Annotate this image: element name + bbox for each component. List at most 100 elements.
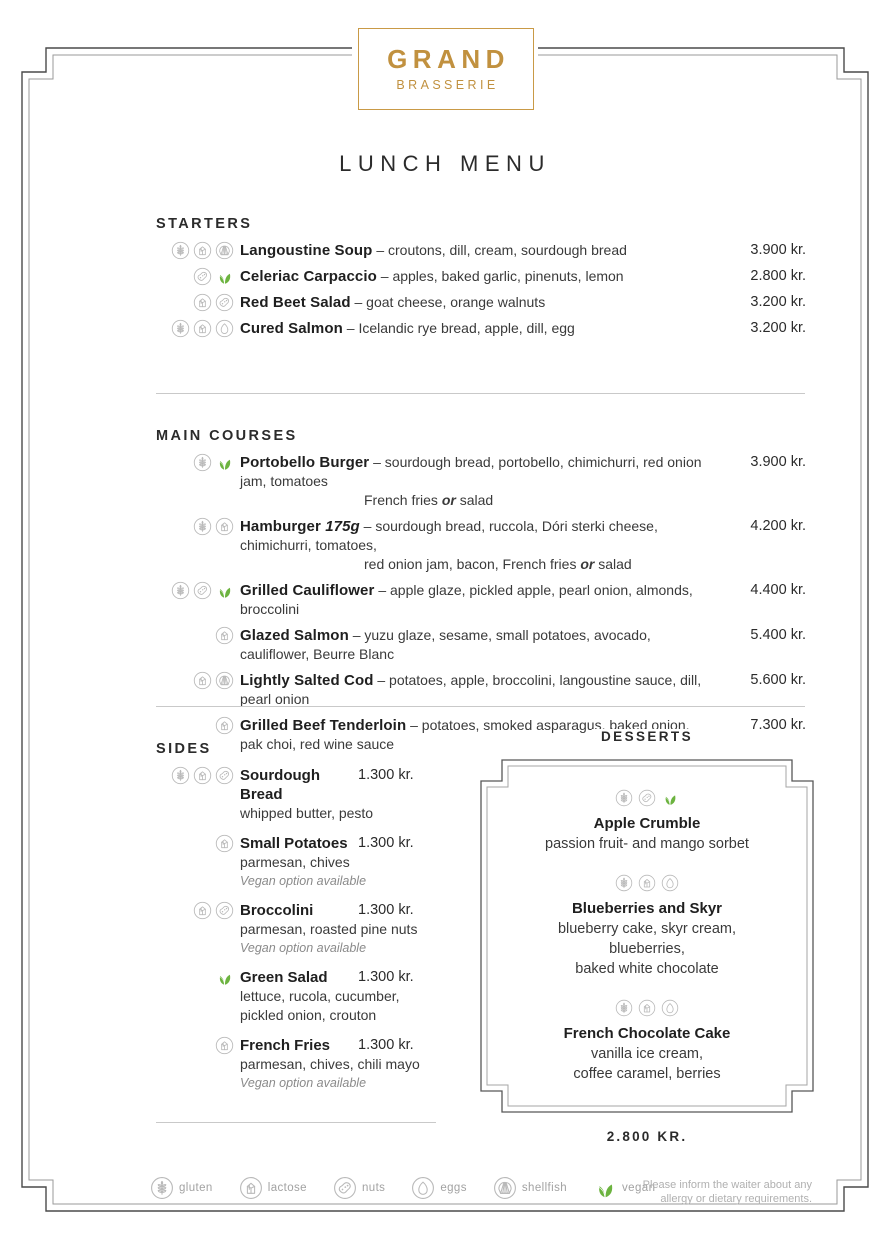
menu-item-price: 5.400 kr. bbox=[750, 627, 806, 643]
side-item-row[interactable]: Small Potatoes 1.300 kr. parmesan, chives V… bbox=[156, 834, 436, 890]
menu-item-row[interactable]: Glazed Salmon – yuzu glaze, sesame, smal… bbox=[156, 626, 806, 664]
allergen-icon-group bbox=[156, 901, 234, 920]
dessert-item[interactable]: Apple Crumble passion fruit- and mango so… bbox=[545, 789, 749, 854]
dessert-sub: blueberry cake, skyr cream, bbox=[557, 920, 737, 937]
desserts-heading: DESSERTS bbox=[478, 729, 816, 744]
legend-label: lactose bbox=[267, 1182, 307, 1194]
menu-item-row[interactable]: Grilled Beef Tenderloin – potatoes, smok… bbox=[156, 716, 806, 754]
gluten-icon bbox=[171, 766, 190, 785]
side-item-body: Small Potatoes 1.300 kr. parmesan, chives V… bbox=[234, 834, 436, 890]
lactose-icon bbox=[215, 1036, 234, 1055]
desserts-price: 2.800 KR. bbox=[478, 1129, 816, 1144]
side-item-row[interactable]: Green Salad 1.300 kr. lettuce, rucola, cuc… bbox=[156, 968, 436, 1025]
menu-item-name: Hamburger 175g bbox=[240, 518, 360, 535]
menu-item-row[interactable]: Cured Salmon – Icelandic rye bread, appl… bbox=[156, 319, 806, 338]
gluten-icon bbox=[171, 581, 190, 600]
dessert-item[interactable]: Blueberries and Skyr blueberry cake, skyr… bbox=[558, 874, 736, 979]
section-sides: SIDES Sourdough Bread 1.300 kr. whipped bu… bbox=[156, 741, 436, 1103]
side-item-price: 1.300 kr. bbox=[358, 902, 414, 918]
side-item-sub: whipped butter, pesto bbox=[240, 805, 374, 821]
menu-item-title-line: Celeriac Carpaccio – apples, baked garli… bbox=[240, 267, 714, 286]
allergen-icon-group bbox=[156, 834, 234, 853]
section-heading-starters: STARTERS bbox=[156, 216, 253, 232]
menu-item-name: Langoustine Soup bbox=[240, 242, 373, 259]
allergen-icon-group bbox=[558, 874, 736, 892]
gluten-icon bbox=[171, 241, 190, 260]
menu-item-row[interactable]: Grilled Cauliflower – apple glaze, pickl… bbox=[156, 581, 806, 619]
menu-item-title-line: Cured Salmon – Icelandic rye bread, appl… bbox=[240, 319, 714, 338]
nuts-icon bbox=[193, 267, 212, 286]
desserts-frame-svg bbox=[480, 759, 814, 1113]
gluten-icon bbox=[615, 999, 633, 1016]
lactose-icon bbox=[215, 626, 234, 645]
menu-item-price: 3.900 kr. bbox=[750, 242, 806, 258]
nuts-icon bbox=[193, 581, 212, 600]
legend-item: shellfish bbox=[493, 1176, 567, 1200]
side-item-sub2: pickled onion, crouton bbox=[240, 1007, 377, 1023]
menu-item-description: – apples, baked garlic, pinenuts, lemon bbox=[376, 268, 624, 284]
side-item-row[interactable]: Sourdough Bread 1.300 kr. whipped butter, … bbox=[156, 766, 436, 823]
menu-item-title-line: Red Beet Salad – goat cheese, orange wal… bbox=[240, 293, 714, 312]
side-item-price: 1.300 kr. bbox=[358, 1037, 414, 1053]
menu-item-description: – apple glaze, pickled apple, pearl onio… bbox=[240, 582, 693, 617]
menu-item-title-line: Hamburger 175g – sourdough bread, ruccol… bbox=[240, 517, 714, 555]
menu-item-price: 4.200 kr. bbox=[750, 518, 806, 534]
divider-starters bbox=[156, 393, 805, 394]
menu-item-row[interactable]: Lightly Salted Cod – potatoes, apple, br… bbox=[156, 671, 806, 709]
side-item-price: 1.300 kr. bbox=[358, 969, 414, 985]
menu-item-description: – yuzu glaze, sesame, small potatoes, av… bbox=[240, 627, 651, 662]
menu-item-price: 3.200 kr. bbox=[750, 294, 806, 310]
side-item-sub: lettuce, rucola, cucumber, bbox=[240, 988, 400, 1004]
side-item-name: Small Potatoes bbox=[240, 835, 348, 852]
side-item-body: Sourdough Bread 1.300 kr. whipped butter, … bbox=[234, 766, 436, 823]
dessert-name: Blueberries and Skyr bbox=[571, 899, 723, 917]
vegan-icon bbox=[219, 273, 231, 284]
nuts-icon bbox=[334, 1177, 356, 1199]
lactose-icon bbox=[215, 716, 234, 735]
side-item-vegan-note: Vegan option available bbox=[240, 874, 367, 888]
menu-item-row[interactable]: Red Beet Salad – goat cheese, orange wal… bbox=[156, 293, 806, 312]
dessert-name: French Chocolate Cake bbox=[563, 1024, 731, 1042]
menu-item-name: Cured Salmon bbox=[240, 320, 343, 337]
shellfish-icon bbox=[493, 1177, 516, 1199]
dessert-item[interactable]: French Chocolate Cake vanilla ice cream, c… bbox=[563, 999, 731, 1084]
menu-item-title-line: Portobello Burger – sourdough bread, por… bbox=[240, 453, 714, 491]
side-item-head: Green Salad 1.300 kr. bbox=[240, 968, 436, 987]
menu-item-row[interactable]: Portobello Burger – sourdough bread, por… bbox=[156, 453, 806, 510]
gluten-icon bbox=[193, 517, 212, 536]
allergen-icon-group bbox=[156, 716, 234, 735]
section-starters: STARTERS Langoustine Soup – croutons, di… bbox=[156, 216, 806, 345]
dessert-sub: baked white chocolate bbox=[575, 960, 719, 977]
eggs-icon bbox=[661, 999, 679, 1016]
legend-item: nuts bbox=[333, 1176, 385, 1200]
brand-logo: GRAND BRASSERIE bbox=[358, 28, 534, 110]
starters-list: Langoustine Soup – croutons, dill, cream… bbox=[156, 241, 806, 338]
menu-item-body: Cured Salmon – Icelandic rye bread, appl… bbox=[234, 319, 714, 338]
menu-item-name: Red Beet Salad bbox=[240, 294, 351, 311]
nuts-icon bbox=[638, 789, 656, 806]
menu-item-row[interactable]: Hamburger 175g – sourdough bread, ruccol… bbox=[156, 517, 806, 574]
brand-name-primary: GRAND bbox=[387, 44, 510, 75]
side-item-row[interactable]: Broccolini 1.300 kr. parmesan, roasted pin… bbox=[156, 901, 436, 957]
side-item-row[interactable]: French Fries 1.300 kr. parmesan, chives, c… bbox=[156, 1036, 436, 1092]
side-item-name: French Fries bbox=[240, 1037, 331, 1054]
allergy-note-line2: allergy or dietary requirements. bbox=[660, 1193, 812, 1205]
legend-item: vegan bbox=[593, 1176, 655, 1200]
menu-item-price: 3.900 kr. bbox=[750, 454, 806, 470]
vegan-icon bbox=[219, 587, 231, 598]
eggs-icon bbox=[215, 319, 234, 338]
vegan-icon bbox=[665, 794, 676, 805]
sides-list: Sourdough Bread 1.300 kr. whipped butter, … bbox=[156, 766, 436, 1092]
dessert-sub: vanilla ice cream, bbox=[590, 1045, 703, 1062]
nuts-icon bbox=[215, 766, 234, 785]
menu-item-row[interactable]: Celeriac Carpaccio – apples, baked garli… bbox=[156, 267, 806, 286]
allergen-icon-group bbox=[156, 453, 234, 472]
menu-item-row[interactable]: Langoustine Soup – croutons, dill, cream… bbox=[156, 241, 806, 260]
menu-item-body: Portobello Burger – sourdough bread, por… bbox=[234, 453, 714, 510]
brand-name-secondary: BRASSERIE bbox=[396, 78, 499, 93]
gluten-icon bbox=[615, 874, 633, 891]
menu-item-body: Celeriac Carpaccio – apples, baked garli… bbox=[234, 267, 714, 286]
nuts-icon bbox=[215, 901, 234, 920]
gluten-icon bbox=[151, 1177, 173, 1199]
menu-item-description: – Icelandic rye bread, apple, dill, egg bbox=[342, 320, 575, 336]
